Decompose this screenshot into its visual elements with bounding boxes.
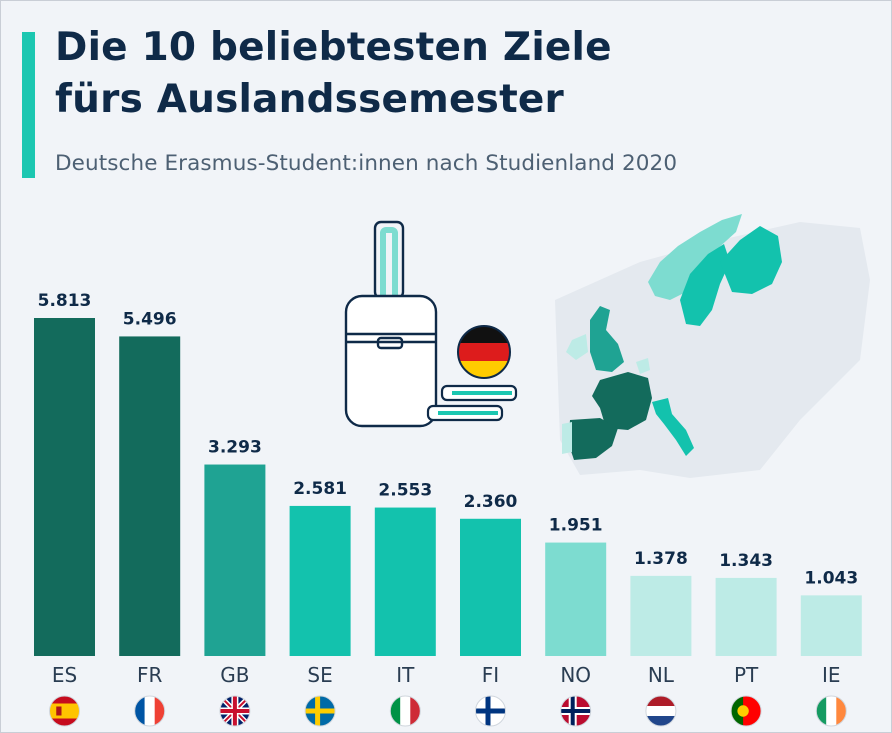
- flag-ie-icon: [816, 696, 847, 726]
- map-netherlands: [636, 358, 650, 374]
- bar-value-label: 2.360: [464, 492, 518, 512]
- suitcase-icon: [344, 220, 438, 428]
- category-label: SE: [307, 663, 332, 687]
- category-label: NO: [560, 663, 591, 687]
- flag-pt-icon: [731, 696, 762, 726]
- bar-value-label: 3.293: [208, 438, 262, 458]
- map-british-isles: [566, 306, 624, 372]
- title-line-1: Die 10 beliebtesten Ziele: [55, 25, 612, 70]
- map-italy: [652, 398, 694, 456]
- flag-fr-icon: [134, 696, 165, 726]
- bar-value-label: 2.581: [293, 479, 347, 499]
- chart-title: Die 10 beliebtesten Ziele fürs Auslandss…: [55, 22, 612, 126]
- category-label: NL: [648, 663, 675, 687]
- bar-ie: [800, 595, 862, 656]
- flag-fi-icon: [475, 696, 506, 726]
- bar-it: [374, 507, 436, 656]
- germany-flag-icon: [457, 325, 511, 379]
- flag-nl-icon: [645, 696, 676, 726]
- title-line-2: fürs Auslandssemester: [55, 77, 564, 122]
- bar-no: [545, 542, 607, 656]
- flag-gb-icon: [219, 696, 250, 726]
- map-iberia: [562, 418, 618, 460]
- bar-value-label: 1.343: [719, 551, 773, 571]
- category-label: IT: [396, 663, 415, 687]
- bar-value-label: 5.496: [123, 309, 177, 329]
- category-label: IE: [822, 663, 841, 687]
- category-label: PT: [734, 663, 759, 687]
- category-label: ES: [52, 663, 77, 687]
- bar-value-label: 5.813: [38, 291, 92, 311]
- flag-es-icon: [49, 696, 80, 726]
- flags-layer: [49, 695, 847, 727]
- bar-se: [289, 505, 351, 656]
- category-label: GB: [220, 663, 249, 687]
- bars-layer: 5.813 ES 5.496 FR 3.293 GB 2.581 SE 2.553 IT 2.360…: [34, 291, 862, 687]
- bar-value-label: 2.553: [378, 481, 432, 501]
- accent-bar: [22, 32, 35, 178]
- flag-se-icon: [305, 696, 336, 726]
- category-label: FR: [137, 663, 163, 687]
- bar-gb: [204, 464, 266, 656]
- books-icon: [426, 384, 518, 422]
- map-france: [592, 372, 652, 430]
- bar-value-label: 1.378: [634, 549, 688, 569]
- bar-fr: [119, 336, 181, 656]
- bar-es: [34, 318, 95, 656]
- bar-fi: [460, 518, 521, 656]
- bar-value-label: 1.951: [549, 516, 603, 536]
- chart-subtitle: Deutsche Erasmus-Student:innen nach Stud…: [55, 151, 678, 176]
- flag-it-icon: [390, 696, 421, 726]
- flag-no-icon: [560, 696, 591, 726]
- bar-pt: [715, 577, 777, 656]
- category-label: FI: [482, 663, 499, 687]
- map-scandinavia: [648, 214, 782, 326]
- bar-value-label: 1.043: [804, 568, 858, 588]
- bar-nl: [630, 575, 692, 656]
